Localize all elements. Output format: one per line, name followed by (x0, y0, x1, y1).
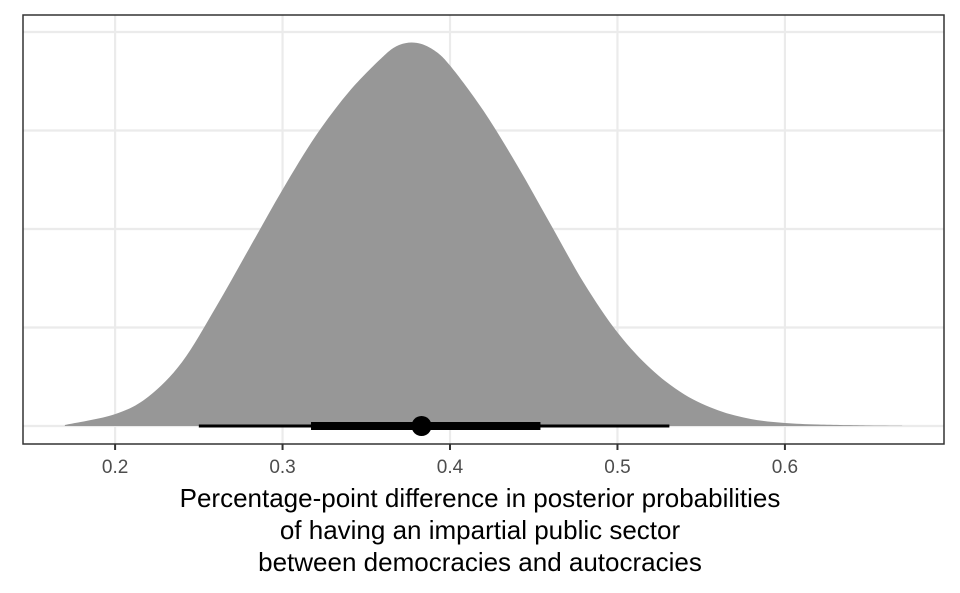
axis-layer: 0.2 0.3 0.4 0.5 0.6 (102, 444, 798, 478)
x-axis-title-line-3: between democracies and autocracies (258, 547, 702, 577)
x-tick-label: 0.2 (102, 457, 128, 478)
density-layer (64, 42, 903, 426)
density-area (64, 42, 903, 426)
x-axis-title: Percentage-point difference in posterior… (0, 482, 960, 578)
x-tick-label: 0.5 (604, 457, 630, 478)
interval-layer (198, 416, 670, 436)
x-tick-label: 0.3 (269, 457, 295, 478)
x-tick-label: 0.6 (772, 457, 798, 478)
x-axis-title-line-2: of having an impartial public sector (279, 515, 681, 545)
point-estimate-marker (411, 416, 432, 436)
panel-border (22, 14, 945, 445)
x-tick-label: 0.4 (437, 457, 464, 478)
x-axis-title-line-1: Percentage-point difference in posterior… (179, 483, 781, 513)
